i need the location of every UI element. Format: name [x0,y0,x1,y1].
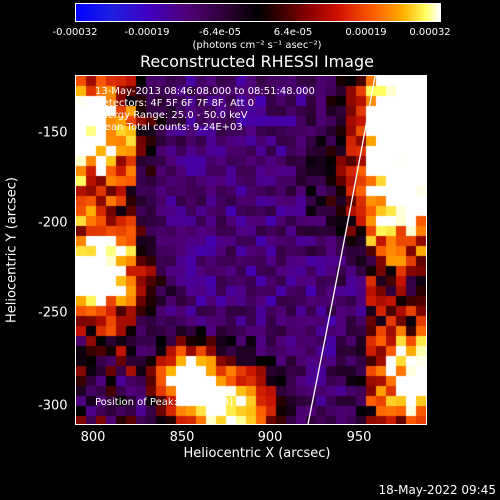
info-detectors: Detectors: 4F 5F 6F 7F 8F, Att 0 [95,98,255,109]
x-tick-label: 850 [169,430,195,445]
info-peak-position: Position of Peak: [904,-168] [95,397,233,408]
solar-limb-line [307,76,376,424]
info-energy-range: Energy Range: 25.0 - 50.0 keV [95,110,248,121]
y-tick-label: -150 [38,125,68,141]
y-tick-label: -200 [38,215,68,231]
colorbar-tick: -0.00019 [124,27,170,38]
x-tick-label: 800 [80,430,106,445]
info-total-counts: Clean Total counts: 9.24E+03 [95,122,243,133]
heatmap-image [76,76,426,424]
x-axis-label: Heliocentric X (arcsec) [183,446,331,461]
image-plot[interactable] [75,75,427,425]
y-tick-label: -250 [38,305,68,321]
y-axis-label: Heliocentric Y (arcsec) [4,177,20,323]
colorbar-tick: 6.4e-05 [273,27,313,38]
x-tick-label: 950 [346,430,372,445]
y-tick-label: -300 [38,398,68,414]
colorbar [75,3,441,22]
colorbar-tick: -0.00032 [52,27,98,38]
plot-title: Reconstructed RHESSI Image [140,52,374,71]
limb-overlay [307,76,376,424]
timestamp: 18-May-2022 09:45 [378,483,496,497]
info-time-range: 13-May-2013 08:46:08.000 to 08:51:48.000 [95,86,315,97]
colorbar-tick: 0.00019 [345,27,387,38]
x-tick-label: 900 [257,430,283,445]
colorbar-tick: 0.00032 [409,27,451,38]
colorbar-units: (photons cm⁻² s⁻¹ asec⁻²) [192,40,322,51]
colorbar-tick: -6.4e-05 [199,27,241,38]
